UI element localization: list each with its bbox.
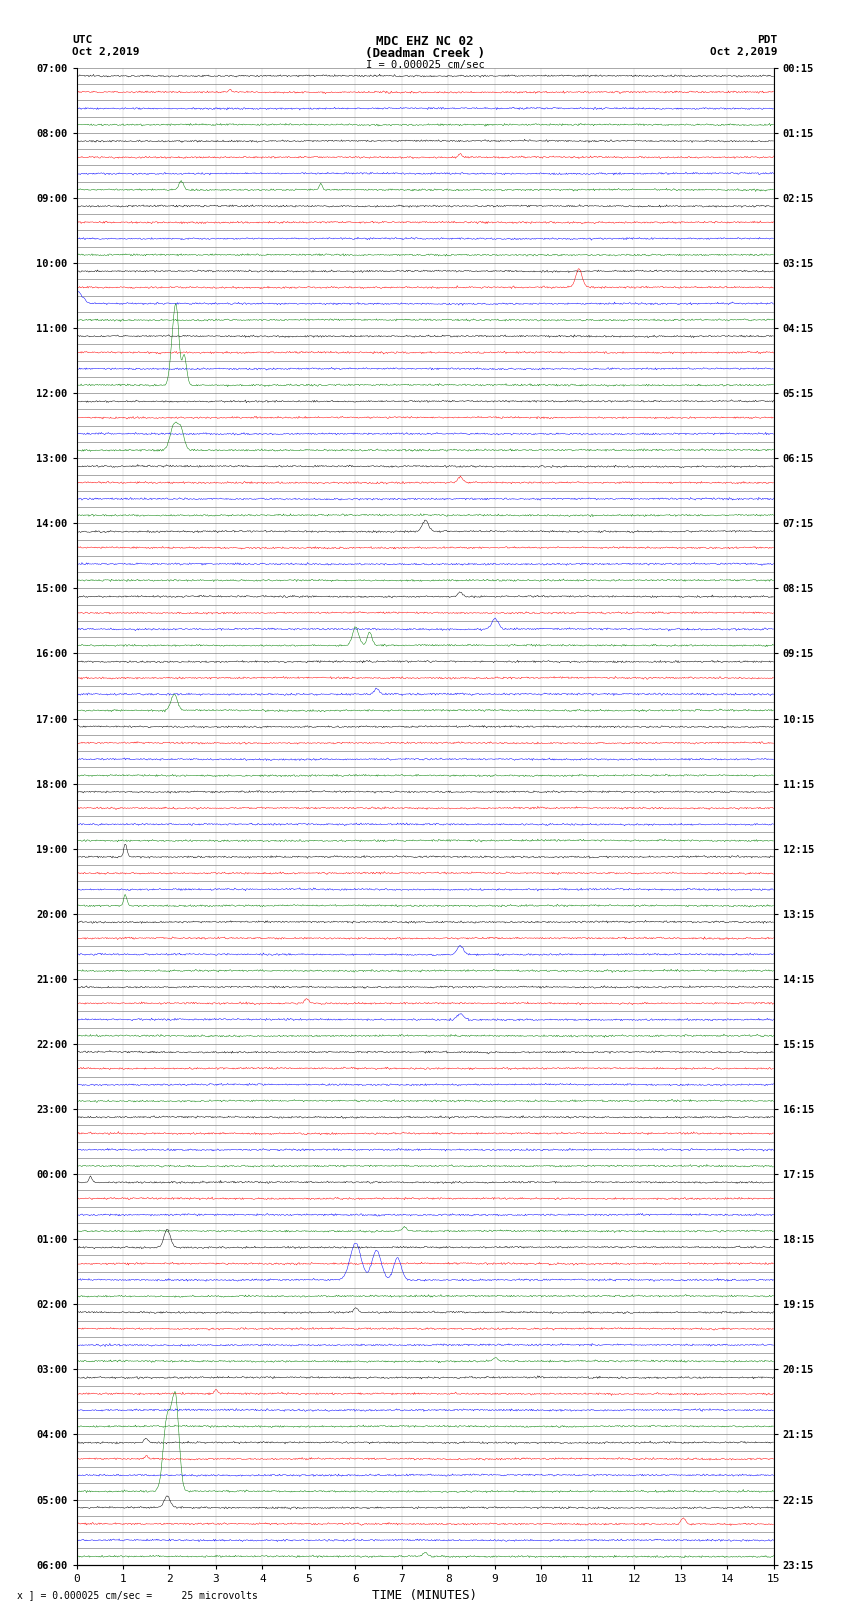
- Text: UTC: UTC: [72, 35, 93, 45]
- Text: PDT: PDT: [757, 35, 778, 45]
- Text: x ] = 0.000025 cm/sec =     25 microvolts: x ] = 0.000025 cm/sec = 25 microvolts: [17, 1590, 258, 1600]
- Text: MDC EHZ NC 02: MDC EHZ NC 02: [377, 35, 473, 48]
- Text: (Deadman Creek ): (Deadman Creek ): [365, 47, 485, 60]
- Text: I = 0.000025 cm/sec: I = 0.000025 cm/sec: [366, 60, 484, 69]
- Text: Oct 2,2019: Oct 2,2019: [711, 47, 778, 56]
- Text: Oct 2,2019: Oct 2,2019: [72, 47, 139, 56]
- X-axis label: TIME (MINUTES): TIME (MINUTES): [372, 1589, 478, 1602]
